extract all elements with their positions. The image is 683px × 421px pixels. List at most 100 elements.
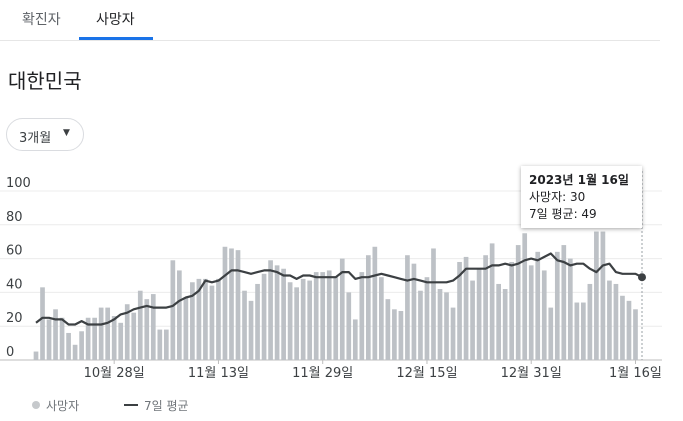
- y-tick-label: 80: [6, 210, 23, 225]
- bar: [431, 248, 436, 360]
- bar: [190, 282, 195, 360]
- bar: [489, 243, 495, 360]
- bar: [522, 233, 528, 360]
- bar: [46, 319, 52, 360]
- bar: [294, 287, 299, 360]
- bar: [150, 294, 156, 360]
- bar: [333, 277, 339, 360]
- bar: [177, 270, 182, 360]
- bar: [463, 256, 469, 360]
- x-tick-label: 11월 13일: [188, 366, 249, 381]
- bar: [457, 261, 462, 360]
- legend-avg-label: 7일 평균: [144, 399, 189, 413]
- bar: [372, 246, 378, 360]
- bar: [163, 329, 169, 360]
- bar: [216, 278, 221, 360]
- bar: [502, 289, 508, 360]
- bar: [476, 268, 482, 360]
- bar: [307, 280, 313, 360]
- tab-confirmed-cases[interactable]: 확진자: [22, 12, 61, 28]
- bar: [157, 329, 163, 360]
- bar: [183, 297, 189, 360]
- bar: [470, 280, 475, 360]
- bar: [300, 278, 306, 360]
- bar: [548, 307, 554, 360]
- tooltip-date: 2023년 1월 16일: [529, 173, 629, 187]
- bar: [222, 246, 228, 360]
- bar: [287, 282, 293, 360]
- bar: [261, 273, 267, 360]
- bar: [111, 316, 117, 360]
- bar: [633, 309, 638, 360]
- range-dropdown-label: 3개월: [19, 131, 52, 146]
- bar: [281, 268, 286, 360]
- bar: [229, 248, 234, 360]
- line-dash-icon: [124, 404, 138, 406]
- x-tick-label: 10월 28일: [84, 366, 145, 381]
- bar: [418, 290, 423, 360]
- bar: [594, 231, 599, 360]
- bar: [33, 351, 39, 360]
- bar: [196, 278, 202, 360]
- bar: [561, 245, 567, 360]
- legend-deaths-label: 사망자: [46, 399, 80, 413]
- bar: [600, 231, 606, 360]
- y-tick-label: 40: [6, 277, 23, 292]
- x-tick-label: 12월 15일: [396, 366, 457, 381]
- bar: [352, 319, 358, 360]
- bar: [118, 322, 124, 360]
- bar: [444, 292, 449, 360]
- bar: [496, 283, 501, 360]
- bar: [98, 307, 104, 360]
- bar: [385, 299, 391, 360]
- y-tick-label: 60: [6, 244, 23, 259]
- range-dropdown[interactable]: 3개월 ▼: [6, 118, 84, 151]
- deaths-chart[interactable]: 0 20 40 60 80 100 10월 28일 11월 13일 11월 29일 12월 15일…: [0, 165, 683, 390]
- bar: [59, 317, 65, 360]
- bar: [587, 283, 593, 360]
- bar: [242, 290, 247, 360]
- bar: [398, 310, 404, 360]
- bar: [346, 292, 352, 360]
- bar: [483, 255, 488, 360]
- active-tab-indicator: [79, 37, 153, 40]
- bar: [379, 277, 384, 360]
- bar: [131, 312, 137, 360]
- bar: [209, 285, 215, 360]
- bar: [203, 278, 208, 360]
- bar: [320, 272, 326, 360]
- bar: [268, 260, 273, 360]
- bar: [450, 307, 456, 360]
- bar: [392, 309, 397, 360]
- x-tick-label: 12월 31일: [501, 366, 562, 381]
- bar: [85, 317, 91, 360]
- bar: [405, 255, 410, 360]
- bar: [437, 289, 443, 360]
- bar: [541, 270, 547, 360]
- hover-point: [638, 273, 646, 282]
- bar: [620, 295, 625, 360]
- bar: [66, 332, 71, 360]
- avg-line: [35, 252, 643, 326]
- bar: [339, 258, 345, 360]
- bar: [567, 258, 573, 360]
- bar-dot-icon: [32, 401, 40, 409]
- bar: [607, 280, 612, 360]
- bar: [144, 299, 150, 360]
- bar: [528, 265, 534, 360]
- bar: [515, 245, 521, 360]
- x-tick-label: 1월 16일: [609, 366, 662, 381]
- bar: [105, 307, 111, 360]
- bar: [79, 331, 84, 360]
- y-tick-label: 20: [6, 311, 23, 326]
- tab-deaths[interactable]: 사망자: [96, 12, 135, 28]
- tooltip-7day-average: 7일 평균: 49: [529, 207, 597, 221]
- bar: [574, 302, 580, 360]
- y-tick-label: 100: [6, 176, 31, 191]
- bar: [72, 344, 78, 360]
- bar: [411, 263, 417, 360]
- region-title: 대한민국: [8, 69, 82, 93]
- bar: [535, 251, 541, 360]
- bar: [554, 251, 560, 360]
- chart-tooltip: 2023년 1월 16일 사망자: 30 7일 평균: 49: [521, 166, 642, 228]
